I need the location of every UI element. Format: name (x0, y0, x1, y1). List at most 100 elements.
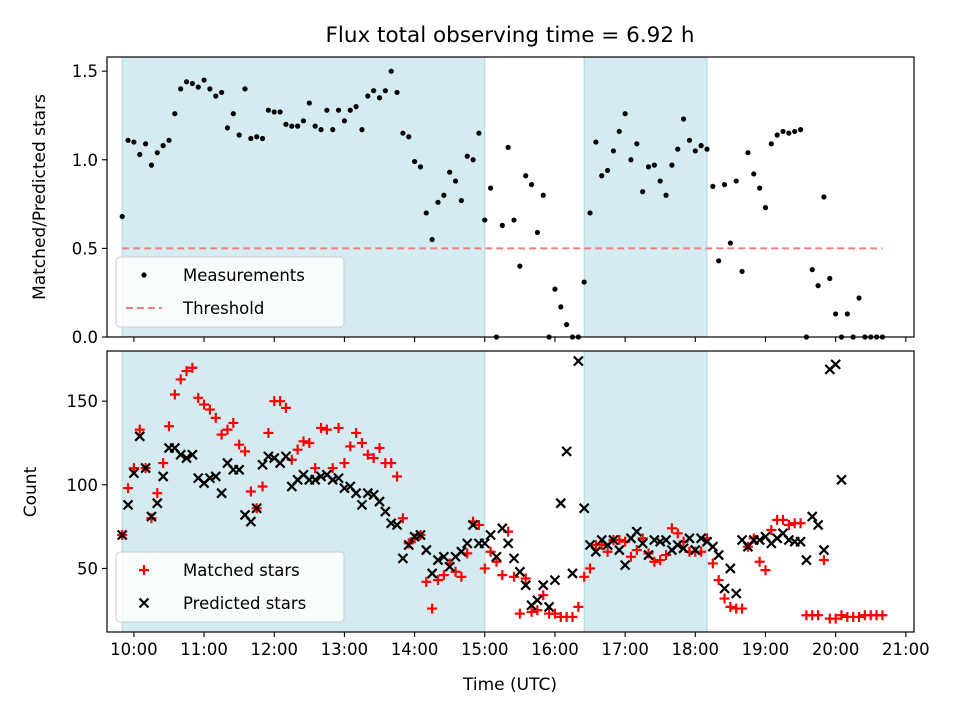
measurement-point (610, 148, 617, 154)
matched-star-point (386, 458, 397, 469)
matched-star-point (234, 439, 245, 450)
measurement-point (447, 169, 453, 175)
matched-star-point (760, 565, 771, 576)
matched-star-point (222, 424, 233, 435)
predicted-star-point (730, 588, 742, 599)
predicted-star-point (795, 536, 806, 547)
predicted-star-point (426, 568, 438, 579)
matched-star-point (672, 528, 683, 539)
matched-star-point (263, 427, 274, 438)
x-tick-label: 21:00 (882, 640, 930, 659)
measurement-point (137, 151, 143, 158)
measurement-point (464, 153, 470, 159)
matched-star-point (169, 389, 180, 400)
x-tick-label: 18:00 (672, 640, 720, 659)
predicted-star-point (532, 594, 543, 606)
measurement-point (254, 134, 260, 140)
predicted-star-point (830, 359, 841, 370)
matched-star-point (813, 610, 824, 621)
x-axis-label: Time (UTC) (462, 675, 557, 695)
measurement-point (347, 107, 353, 113)
matched-star-point (795, 518, 806, 529)
predicted-star-point (812, 519, 824, 531)
matched-star-point (421, 576, 432, 587)
predicted-star-point (555, 497, 567, 509)
measurement-point (236, 132, 242, 138)
legend-label: Measurements (183, 266, 305, 285)
count-y-tick-label: 50 (77, 559, 98, 578)
panel-count: 10:00 11:00 12:00 13:00 14:00 15:00 16:00 17:00… (21, 350, 930, 659)
measurement-point (435, 199, 441, 205)
predicted-star-point (467, 519, 479, 531)
x-tick-label: 13:00 (321, 640, 369, 659)
x-tick-label: 10:00 (110, 640, 158, 659)
count-y-tick-label: 100 (67, 476, 99, 495)
predicted-star-point (485, 529, 496, 541)
matched-star-point (602, 546, 613, 557)
x-tick-label: 20:00 (812, 640, 860, 659)
measurement-point (634, 141, 640, 147)
matched-star-point (257, 481, 268, 492)
measurement-point (195, 84, 201, 90)
measurement-point (259, 135, 266, 142)
measurement-point (376, 95, 383, 101)
measurement-point (757, 185, 763, 191)
predicted-star-point (374, 496, 385, 507)
predicted-star-point (491, 551, 502, 563)
measurement-point (300, 118, 307, 124)
predicted-star-point (122, 499, 134, 511)
matched-star-point (245, 486, 256, 497)
predicted-star-point (660, 534, 672, 546)
measurement-point (792, 128, 798, 135)
predicted-star-point (537, 579, 549, 591)
matched-star-point (549, 608, 560, 619)
matched-star-point (175, 374, 186, 385)
measurement-point (166, 137, 172, 143)
measurement-point (119, 213, 125, 220)
predicted-star-point (391, 519, 403, 531)
matched-star-point (146, 513, 157, 524)
matched-star-point (778, 514, 789, 525)
measurement-point (768, 141, 774, 147)
predicted-star-point (754, 534, 765, 546)
matched-star-point (152, 488, 163, 499)
measurement-point (721, 181, 728, 188)
predicted-star-point (508, 553, 520, 564)
matched-star-point (134, 424, 145, 435)
measurement-point (452, 178, 459, 184)
ratio-y-tick-label: 1.0 (72, 151, 98, 170)
predicted-star-point (280, 451, 292, 462)
matched-star-point (193, 392, 204, 403)
matched-star-point (356, 437, 367, 448)
measurement-point (429, 236, 435, 243)
measurement-point (318, 127, 324, 133)
predicted-star-point (157, 471, 169, 482)
measurement-point (148, 162, 155, 168)
measurement-point (142, 141, 149, 147)
measurement-point (558, 304, 564, 310)
measurement-point (564, 321, 570, 328)
measurement-point (183, 79, 190, 85)
predicted-star-point (175, 449, 186, 460)
matched-star-point (321, 424, 332, 435)
measurement-point (856, 295, 862, 301)
matched-star-point (707, 558, 718, 569)
predicted-star-point (456, 546, 467, 557)
predicted-star-point (713, 549, 724, 561)
predicted-star-point (356, 499, 368, 511)
predicted-star-point (233, 464, 245, 476)
measurement-point (587, 210, 593, 216)
measurement-point (651, 162, 657, 168)
matched-star-point (485, 546, 496, 557)
matched-star-point (368, 453, 379, 464)
measurement-point (417, 164, 424, 170)
matched-star-point (339, 458, 350, 469)
matched-star-point (216, 429, 227, 440)
predicted-star-point (637, 538, 648, 549)
measurement-point (698, 143, 704, 149)
matched-star-point (392, 471, 403, 482)
measurement-point (271, 109, 277, 115)
matched-star-point (766, 524, 777, 535)
